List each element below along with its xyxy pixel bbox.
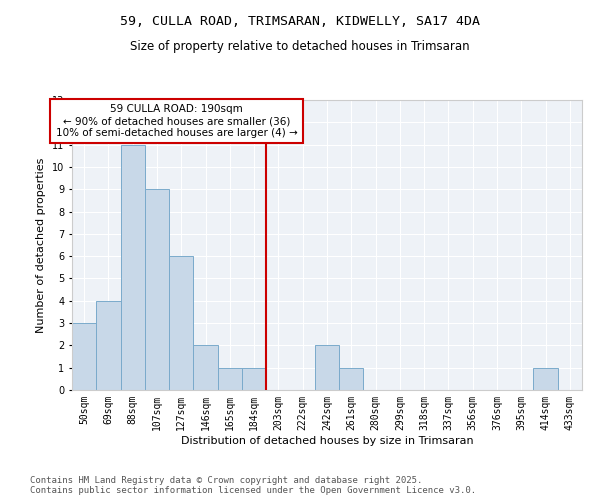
Bar — [533, 368, 558, 390]
Bar — [169, 256, 193, 390]
Bar — [193, 346, 218, 390]
Bar — [96, 301, 121, 390]
Bar — [339, 368, 364, 390]
Text: 59, CULLA ROAD, TRIMSARAN, KIDWELLY, SA17 4DA: 59, CULLA ROAD, TRIMSARAN, KIDWELLY, SA1… — [120, 15, 480, 28]
Bar — [72, 323, 96, 390]
Bar — [242, 368, 266, 390]
Bar — [145, 189, 169, 390]
Bar — [121, 144, 145, 390]
Y-axis label: Number of detached properties: Number of detached properties — [37, 158, 46, 332]
Bar — [315, 346, 339, 390]
Bar — [218, 368, 242, 390]
Text: Contains HM Land Registry data © Crown copyright and database right 2025.
Contai: Contains HM Land Registry data © Crown c… — [30, 476, 476, 495]
Text: 59 CULLA ROAD: 190sqm
← 90% of detached houses are smaller (36)
10% of semi-deta: 59 CULLA ROAD: 190sqm ← 90% of detached … — [56, 104, 298, 138]
Text: Size of property relative to detached houses in Trimsaran: Size of property relative to detached ho… — [130, 40, 470, 53]
X-axis label: Distribution of detached houses by size in Trimsaran: Distribution of detached houses by size … — [181, 436, 473, 446]
